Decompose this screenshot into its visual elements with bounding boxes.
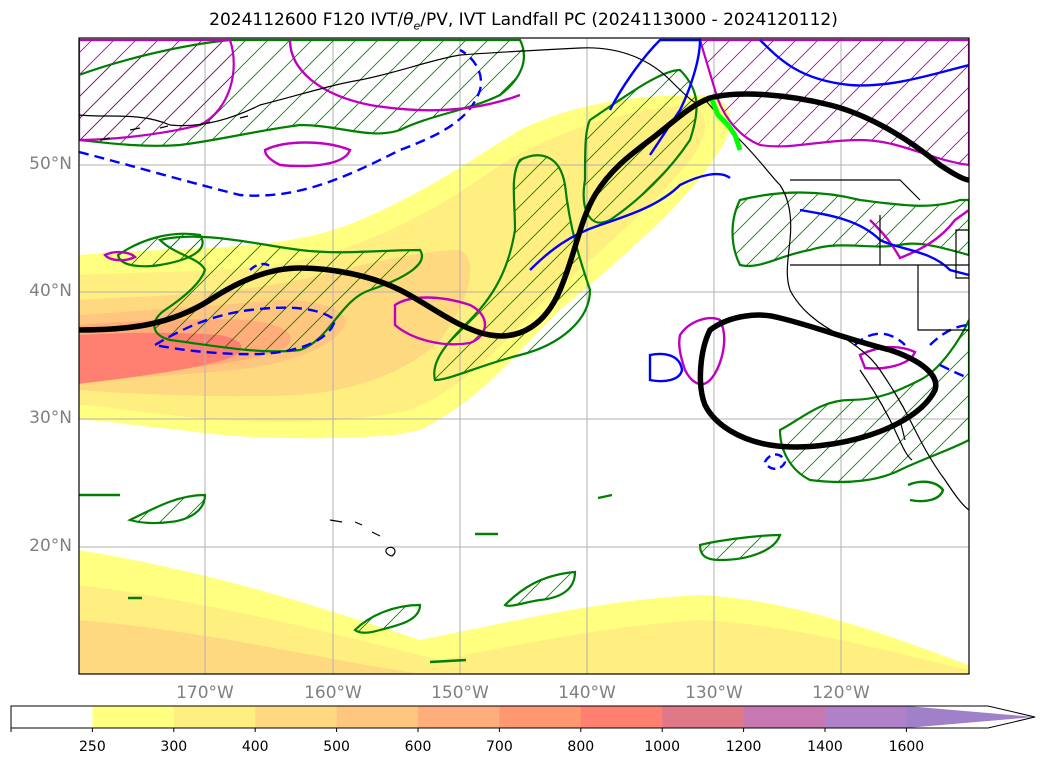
lon-label-120w: 120°W [812,683,870,703]
map-frame [78,37,970,675]
aleutians [99,115,249,141]
colorbar-tick-label: 700 [486,739,513,755]
theta-negative-mid [151,306,337,356]
green-line-tropic [79,480,945,664]
pv-region-baja [778,319,969,484]
ivt-cutoff-low [697,312,939,450]
pv-hatched-regions [79,38,969,634]
colorbar-tick-label: 600 [404,739,432,755]
colorbar-tick-label: 1200 [725,739,762,755]
colorbar-cell [336,706,419,728]
colorbar-tick-label: 400 [241,739,269,755]
hawaii-islands [329,519,396,557]
colorbar-cell [92,706,175,728]
colorbar-tick-label: 500 [323,739,350,755]
ivt-south-400 [79,620,420,674]
ivt-800-band [79,332,242,384]
coastlines [79,47,969,557]
colorbar-cell [255,706,338,728]
pv-region-mid [153,235,423,353]
theta-positive-west [103,250,138,262]
lat-label-30n: 30°N [29,408,72,428]
colorbar-cell [173,706,256,728]
pv-region-trough [433,154,592,382]
colorbar-outline [10,705,1036,729]
colorbar-cell [662,706,745,728]
blue-solid-ne [759,39,969,87]
lon-label-160w: 160°W [304,683,362,703]
lat-label-40n: 40°N [29,281,72,301]
pv-region-tropic-4 [698,533,782,562]
blue-solid-low [648,352,684,383]
theta-positive-low [678,316,726,386]
blue-solid-trough [529,172,731,271]
pv-region-tropic-2 [503,570,577,607]
ivt-south-300 [79,585,969,674]
map-plot [78,37,970,675]
lon-label-130w: 130°W [685,683,743,703]
colorbar-tick-label: 800 [567,739,595,755]
pv-region-tropic-1 [127,493,207,525]
us-west-coast [779,184,969,511]
pv-region-west [116,232,204,268]
colorbar-tick-label: 300 [160,739,188,755]
colorbar-tick-label: 1400 [807,739,843,755]
theta-positive-small [263,141,352,168]
theta-negative-north [79,48,483,197]
colorbar-tick-label: 250 [79,739,106,755]
lon-label-140w: 140°W [558,683,616,703]
state-borders [790,179,969,331]
pv-region-tropic-3 [353,603,422,634]
colorbar-extend-arrow [906,706,1035,728]
colorbar-tick-label: 1600 [888,739,925,755]
colorbar-cell [580,706,663,728]
lat-label-50n: 50°N [29,154,72,174]
colorbar-cell [499,706,582,728]
ivt-landfall-segment [709,99,743,151]
colorbar-cell [825,706,907,728]
lon-label-170w: 170°W [176,683,234,703]
ivt-path-lines [79,91,969,450]
blue-dashed-small [249,262,787,470]
theta-positive-mid [393,296,487,346]
alaska-coast [79,47,706,127]
ivt-ridge-line [79,91,969,339]
map-title: 2024112600 F120 IVT/θe/PV, IVT Landfall … [209,10,838,33]
lat-label-20n: 20°N [29,536,72,556]
colorbar-cell [11,706,93,728]
pv-region-east-land [731,191,969,268]
colorbar-cell [418,706,500,728]
colorbar-tick-label: 1000 [644,739,680,755]
colorbar-cell [743,706,826,728]
theta-positive-north [288,39,521,112]
lon-label-150w: 150°W [431,683,489,703]
